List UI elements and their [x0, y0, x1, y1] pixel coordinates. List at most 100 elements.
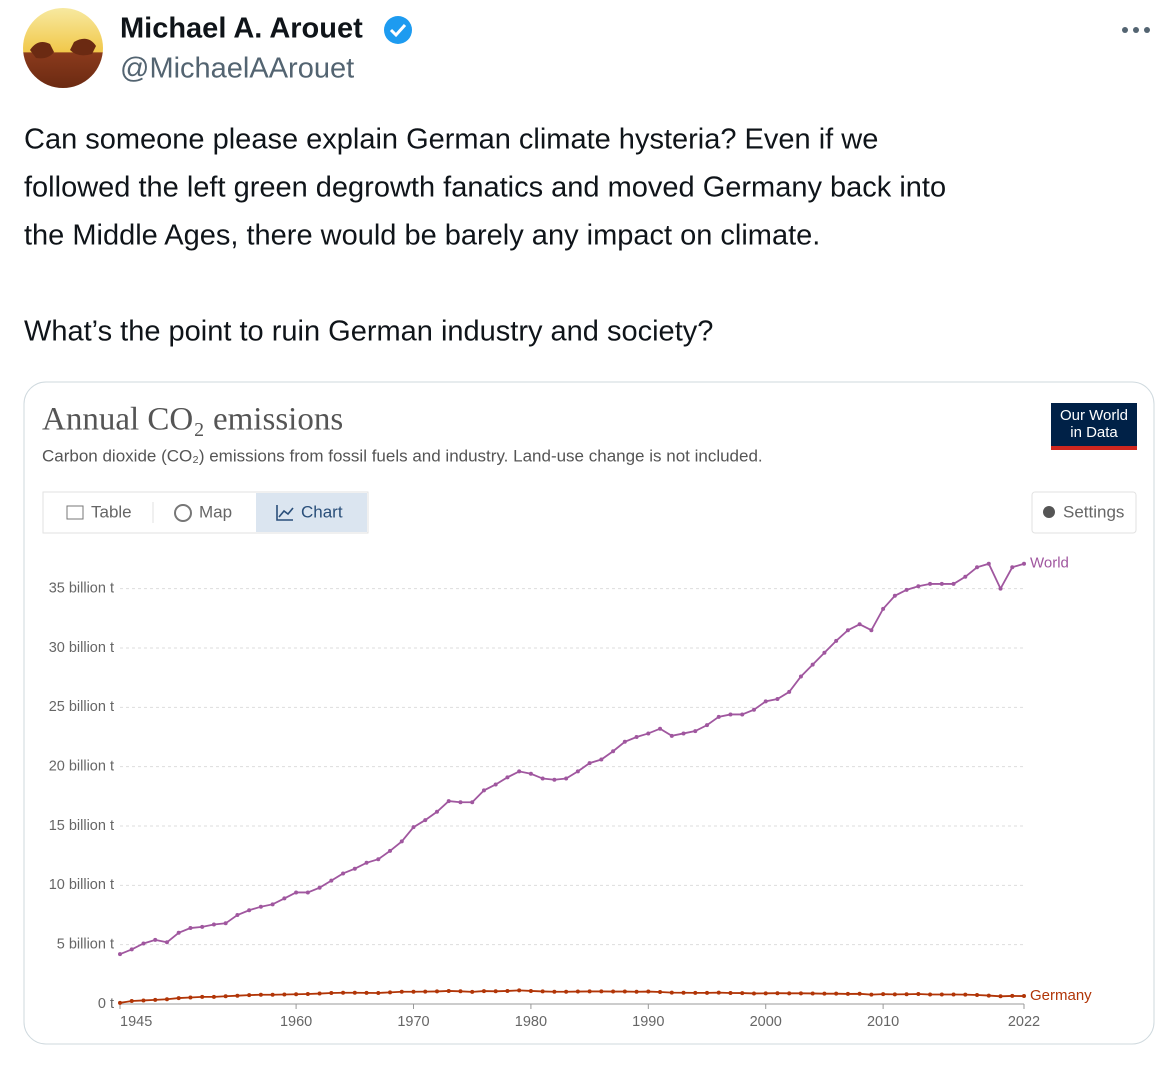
data-point — [810, 991, 815, 996]
data-point — [869, 628, 874, 633]
data-point — [552, 777, 557, 782]
data-point — [411, 989, 416, 994]
series-label: World — [1030, 555, 1069, 572]
tab[interactable]: Map — [199, 502, 232, 521]
data-point — [505, 775, 510, 780]
data-point — [352, 866, 357, 871]
data-point — [881, 992, 886, 997]
data-point — [164, 997, 169, 1002]
data-point — [505, 988, 510, 993]
data-point — [822, 991, 827, 996]
data-point — [223, 994, 228, 999]
data-point — [376, 990, 381, 995]
tweet-text: the Middle Ages, there would be barely a… — [24, 220, 820, 252]
data-point — [188, 926, 193, 931]
data-point — [587, 761, 592, 766]
data-point — [376, 857, 381, 862]
data-point — [798, 991, 803, 996]
data-point — [904, 992, 909, 997]
data-point — [798, 674, 803, 679]
tweet-text: What’s the point to ruin German industry… — [24, 316, 713, 348]
data-point — [294, 890, 299, 895]
data-point — [517, 769, 522, 774]
chart-icon — [276, 505, 294, 521]
data-point — [329, 878, 334, 883]
author-name[interactable]: Michael A. Arouet — [120, 13, 363, 45]
data-point — [388, 848, 393, 853]
more-button[interactable] — [1122, 27, 1150, 33]
data-point — [775, 991, 780, 996]
data-point — [352, 990, 357, 995]
y-tick-label: 5 billion t — [57, 936, 114, 952]
data-point — [305, 992, 310, 997]
data-point — [740, 712, 745, 717]
x-tick-label: 2022 — [1008, 1014, 1040, 1030]
data-point — [857, 991, 862, 996]
data-point — [575, 989, 580, 994]
data-point — [857, 622, 862, 627]
data-point — [258, 992, 263, 997]
data-point — [493, 782, 498, 787]
data-point — [892, 992, 897, 997]
data-point — [446, 799, 451, 804]
data-point — [458, 989, 463, 994]
data-point — [705, 990, 710, 995]
data-point — [129, 999, 134, 1004]
data-point — [916, 992, 921, 997]
series-label: Germany — [1030, 987, 1092, 1004]
data-point — [176, 996, 181, 1001]
data-point — [716, 990, 721, 995]
data-point — [869, 992, 874, 997]
data-point — [669, 990, 674, 995]
data-point — [622, 739, 627, 744]
data-point — [434, 989, 439, 994]
data-point — [658, 726, 663, 731]
data-point — [235, 993, 240, 998]
data-point — [282, 992, 287, 997]
tab[interactable]: Chart — [301, 502, 343, 521]
settings-button[interactable] — [1031, 491, 1137, 534]
tab[interactable]: Table — [91, 502, 132, 521]
data-point — [200, 924, 205, 929]
data-point — [834, 991, 839, 996]
logo-text: Our World — [1060, 407, 1128, 424]
data-point — [446, 988, 451, 993]
data-point — [881, 606, 886, 611]
data-point — [611, 749, 616, 754]
table-icon — [66, 505, 84, 520]
data-point — [364, 990, 369, 995]
data-point — [751, 707, 756, 712]
y-tick-label: 30 billion t — [49, 640, 114, 656]
data-point — [810, 662, 815, 667]
owid-logo[interactable]: Our World in Data — [1051, 403, 1137, 450]
data-point — [481, 788, 486, 793]
data-point — [951, 992, 956, 997]
data-point — [211, 994, 216, 999]
avatar[interactable] — [23, 8, 103, 88]
data-point — [388, 990, 393, 995]
data-point — [587, 989, 592, 994]
data-point — [634, 989, 639, 994]
y-tick-label: 35 billion t — [49, 580, 114, 596]
author-handle[interactable]: @MichaelAArouet — [120, 53, 354, 85]
data-point — [153, 997, 158, 1002]
data-point — [986, 561, 991, 566]
map-icon — [174, 504, 192, 522]
y-tick-label: 15 billion t — [49, 818, 114, 834]
verified-badge — [384, 16, 412, 44]
data-point — [247, 908, 252, 913]
data-point — [200, 994, 205, 999]
media-card[interactable] — [23, 381, 1155, 1045]
data-point — [517, 988, 522, 993]
y-tick-label: 0 t — [98, 996, 114, 1012]
data-point — [564, 776, 569, 781]
data-point — [294, 992, 299, 997]
data-point — [740, 991, 745, 996]
data-point — [787, 689, 792, 694]
tweet-text: Can someone please explain German climat… — [24, 124, 878, 156]
data-point — [658, 990, 663, 995]
data-point — [939, 992, 944, 997]
data-point — [540, 989, 545, 994]
data-point — [164, 940, 169, 945]
data-point — [341, 990, 346, 995]
